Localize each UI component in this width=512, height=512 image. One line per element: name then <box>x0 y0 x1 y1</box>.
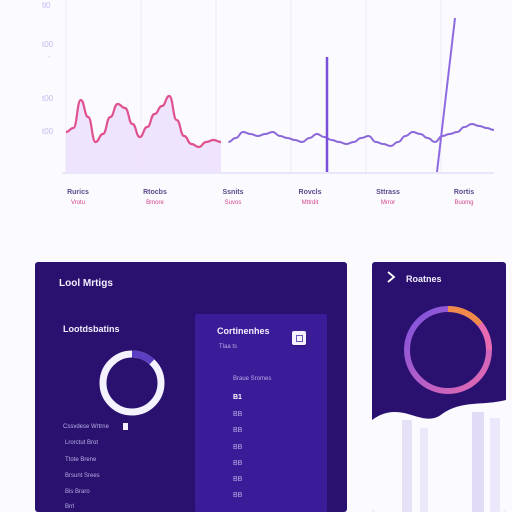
x-tick-label: Suvos <box>225 200 242 206</box>
x-tick-label: Rortis <box>454 189 474 196</box>
x-tick-label: Vrotu <box>71 200 85 206</box>
list-item: BB <box>233 476 243 483</box>
panel-title: Roatnes <box>406 274 442 284</box>
background-bars-decoration <box>402 412 500 512</box>
list-item: Lrorctut Brot <box>65 440 99 446</box>
bar <box>472 412 484 512</box>
y-tick-label: t00 <box>42 94 54 103</box>
donut-chart <box>99 350 165 416</box>
list-header: Braue Sromes <box>233 376 272 382</box>
ring-segment <box>477 322 493 351</box>
donut-segment <box>99 350 165 416</box>
y-tick-label: tl0 <box>42 1 51 10</box>
chevron-right-icon <box>387 271 396 283</box>
bar <box>490 418 500 512</box>
list-item: Bis Braro <box>65 489 90 495</box>
y-tick-label: t00 <box>42 127 54 136</box>
donut-track <box>99 350 165 416</box>
subpanel-subtitle: Tlaa ts <box>219 344 238 350</box>
local-metrics-panel: Lool Mrtigs Lootdsbatins Cssvdese Wrtrne… <box>35 262 347 512</box>
list-item: BB <box>233 444 243 451</box>
x-tick-label: Mttrdit <box>302 200 319 206</box>
x-axis-labels: Rurics Vrotu Rtocbs Bmore Ssnits Suvos R… <box>67 189 474 206</box>
ring-chart <box>404 305 493 394</box>
x-tick-label: Rovcls <box>299 189 322 196</box>
series-line-pink <box>65 94 222 149</box>
x-tick-label: Sttrass <box>376 189 400 196</box>
series-line-purple <box>228 123 495 147</box>
list-marker <box>123 423 128 430</box>
x-tick-label: Bmore <box>146 200 164 206</box>
x-tick-label: Buomg <box>454 200 473 206</box>
list-item: BB <box>233 460 243 467</box>
y-tick-label: , <box>48 50 50 59</box>
section-title: Lootdsbatins <box>63 324 120 334</box>
list-item: BB <box>233 411 243 418</box>
top-line-chart: tl0 t00 , t00 t00 Rurics Vrotu Rtocbs Bm… <box>42 0 495 206</box>
panel-title: Lool Mrtigs <box>59 278 113 289</box>
list-item: BB <box>233 427 243 434</box>
y-axis-labels: tl0 t00 , t00 t00 <box>42 1 54 136</box>
subpanel-title: Cortinenhes <box>217 326 270 336</box>
y-tick-label: t00 <box>42 40 54 49</box>
list-item: B1 <box>233 394 242 401</box>
list-item: BB <box>233 492 243 499</box>
list-item: Brrl <box>65 504 75 510</box>
bar <box>420 428 428 512</box>
x-tick-label: Mrror <box>381 200 395 206</box>
x-tick-label: Rurics <box>67 189 89 196</box>
ring-segment <box>447 305 483 327</box>
list-item: Cssvdese Wrtrne <box>63 424 109 430</box>
x-tick-label: Rtocbs <box>143 189 167 196</box>
list-item: Brsunt Srees <box>65 473 100 479</box>
panel-action-button[interactable] <box>292 331 306 345</box>
bar <box>402 420 412 512</box>
components-subpanel: Cortinenhes Tlaa ts Braue Sromes B1 BB B… <box>195 314 327 512</box>
chevron-right-icon[interactable] <box>386 271 396 283</box>
list-item: Ttote Brene <box>65 457 97 463</box>
x-tick-label: Ssnits <box>222 189 243 196</box>
spike-line <box>436 17 456 173</box>
